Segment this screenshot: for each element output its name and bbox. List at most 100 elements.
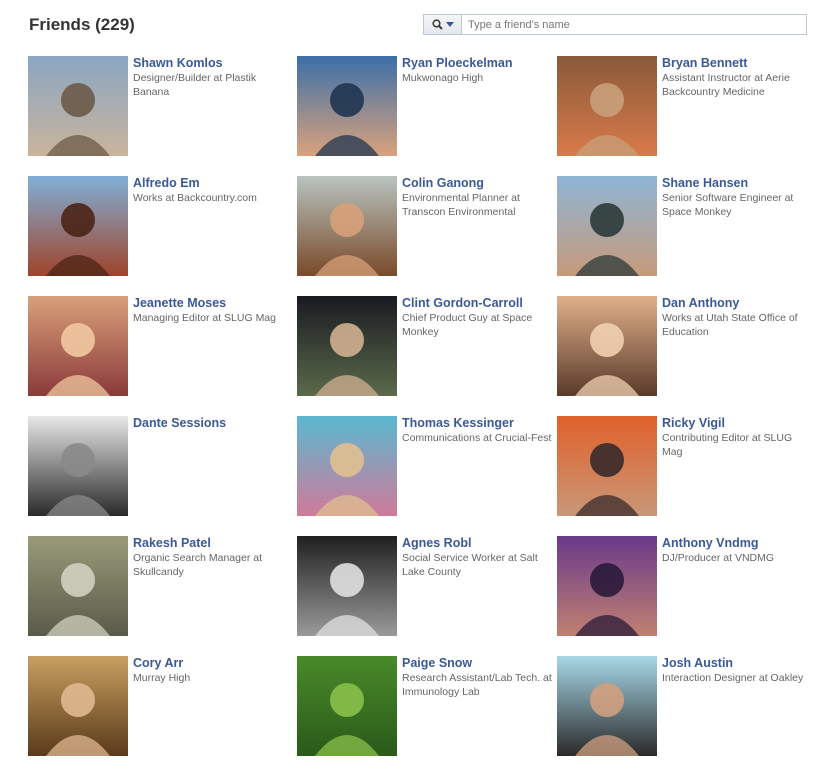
friend-info: Josh Austin Interaction Designer at Oakle… (662, 656, 812, 685)
profile-picture (557, 416, 657, 516)
friend-photo[interactable] (557, 416, 657, 516)
friend-name-link[interactable]: Alfredo Em (133, 176, 200, 190)
friend-info: Thomas Kessinger Communications at Crucia… (402, 416, 552, 445)
friend-card: Thomas Kessinger Communications at Crucia… (297, 416, 557, 536)
friend-card: Paige Snow Research Assistant/Lab Tech. a… (297, 656, 557, 776)
friend-photo[interactable] (28, 416, 128, 516)
friend-name-link[interactable]: Rakesh Patel (133, 536, 211, 550)
friend-description: Managing Editor at SLUG Mag (133, 312, 276, 324)
friend-info: Bryan Bennett Assistant Instructor at Aer… (662, 56, 812, 99)
friend-name-link[interactable]: Shane Hansen (662, 176, 749, 190)
friend-name-link[interactable]: Cory Arr (133, 656, 184, 670)
friend-card: Dan Anthony Works at Utah State Office of… (557, 296, 817, 416)
friend-info: Agnes Robl Social Service Worker at Salt … (402, 536, 552, 579)
friend-name-link[interactable]: Thomas Kessinger (402, 416, 514, 430)
friend-photo[interactable] (297, 56, 397, 156)
friend-description: Senior Software Engineer at Space Monkey (662, 192, 794, 218)
profile-picture (28, 296, 128, 396)
friend-photo[interactable] (297, 296, 397, 396)
profile-picture (297, 536, 397, 636)
friend-info: Ricky Vigil Contributing Editor at SLUG M… (662, 416, 812, 459)
profile-picture (28, 176, 128, 276)
friend-card: Bryan Bennett Assistant Instructor at Aer… (557, 56, 817, 176)
friend-photo[interactable] (28, 56, 128, 156)
friend-name-link[interactable]: Dante Sessions (133, 416, 227, 430)
friend-search-input[interactable] (462, 16, 806, 33)
friend-photo[interactable] (557, 536, 657, 636)
friend-card: Rakesh Patel Organic Search Manager at Sk… (28, 536, 297, 656)
friend-photo[interactable] (557, 296, 657, 396)
page-title: Friends (229) (29, 15, 135, 34)
friend-description: Designer/Builder at Plastik Banana (133, 72, 257, 98)
friend-description: Environmental Planner at Transcon Enviro… (402, 192, 520, 218)
friend-description: Organic Search Manager at Skullcandy (133, 552, 262, 578)
friend-name-link[interactable]: Colin Ganong (402, 176, 484, 190)
friend-name-link[interactable]: Jeanette Moses (133, 296, 227, 310)
friend-description: Interaction Designer at Oakley (662, 672, 804, 684)
friend-card: Jeanette Moses Managing Editor at SLUG Ma… (28, 296, 297, 416)
friend-card: Cory Arr Murray High (28, 656, 297, 776)
profile-picture (28, 536, 128, 636)
profile-picture (297, 56, 397, 156)
friend-name-link[interactable]: Ricky Vigil (662, 416, 725, 430)
friend-photo[interactable] (28, 536, 128, 636)
search-filter-button[interactable] (424, 15, 462, 34)
friend-photo[interactable] (28, 296, 128, 396)
friend-description: Research Assistant/Lab Tech. at Immunolo… (402, 672, 552, 698)
friend-photo[interactable] (297, 176, 397, 276)
friend-photo[interactable] (297, 416, 397, 516)
friend-photo[interactable] (297, 656, 397, 756)
friend-card: Alfredo Em Works at Backcountry.com (28, 176, 297, 296)
friend-info: Cory Arr Murray High (133, 656, 283, 685)
friend-description: Assistant Instructor at Aerie Backcountr… (662, 72, 790, 98)
friend-info: Dante Sessions (133, 416, 283, 431)
friend-name-link[interactable]: Ryan Ploeckelman (402, 56, 513, 70)
friend-info: Shane Hansen Senior Software Engineer at … (662, 176, 812, 219)
friends-grid: Shawn Komlos Designer/Builder at Plastik … (28, 56, 818, 776)
friend-info: Rakesh Patel Organic Search Manager at Sk… (133, 536, 283, 579)
friend-card: Shawn Komlos Designer/Builder at Plastik … (28, 56, 297, 176)
friend-photo[interactable] (28, 176, 128, 276)
profile-picture (297, 176, 397, 276)
friend-card: Shane Hansen Senior Software Engineer at … (557, 176, 817, 296)
friend-card: Dante Sessions (28, 416, 297, 536)
friend-info: Alfredo Em Works at Backcountry.com (133, 176, 283, 205)
friend-card: Ricky Vigil Contributing Editor at SLUG M… (557, 416, 817, 536)
profile-picture (297, 656, 397, 756)
friend-description: Works at Utah State Office of Education (662, 312, 798, 338)
friend-photo[interactable] (557, 56, 657, 156)
friend-photo[interactable] (297, 536, 397, 636)
friend-card: Agnes Robl Social Service Worker at Salt … (297, 536, 557, 656)
friend-info: Ryan Ploeckelman Mukwonago High (402, 56, 552, 85)
friend-card: Clint Gordon-Carroll Chief Product Guy at… (297, 296, 557, 416)
friend-name-link[interactable]: Bryan Bennett (662, 56, 748, 70)
friend-info: Anthony Vndmg DJ/Producer at VNDMG (662, 536, 812, 565)
friend-info: Clint Gordon-Carroll Chief Product Guy at… (402, 296, 552, 339)
friend-description: DJ/Producer at VNDMG (662, 552, 775, 564)
friend-description: Works at Backcountry.com (133, 192, 257, 204)
friend-photo[interactable] (28, 656, 128, 756)
friend-description: Social Service Worker at Salt Lake Count… (402, 552, 538, 578)
profile-picture (297, 416, 397, 516)
profile-picture (557, 176, 657, 276)
friend-info: Dan Anthony Works at Utah State Office of… (662, 296, 812, 339)
friend-name-link[interactable]: Anthony Vndmg (662, 536, 759, 550)
profile-picture (557, 536, 657, 636)
friend-card: Josh Austin Interaction Designer at Oakle… (557, 656, 817, 776)
profile-picture (297, 296, 397, 396)
friend-name-link[interactable]: Agnes Robl (402, 536, 472, 550)
friend-name-link[interactable]: Paige Snow (402, 656, 473, 670)
profile-picture (557, 56, 657, 156)
friend-name-link[interactable]: Clint Gordon-Carroll (402, 296, 523, 310)
friend-name-link[interactable]: Dan Anthony (662, 296, 740, 310)
friend-card: Ryan Ploeckelman Mukwonago High (297, 56, 557, 176)
friend-info: Paige Snow Research Assistant/Lab Tech. a… (402, 656, 552, 699)
friend-photo[interactable] (557, 176, 657, 276)
friend-name-link[interactable]: Shawn Komlos (133, 56, 223, 70)
friend-name-link[interactable]: Josh Austin (662, 656, 734, 670)
profile-picture (557, 296, 657, 396)
profile-picture (557, 656, 657, 756)
friend-photo[interactable] (557, 656, 657, 756)
friend-description: Communications at Crucial-Fest (402, 432, 552, 444)
friend-description: Murray High (133, 672, 191, 684)
